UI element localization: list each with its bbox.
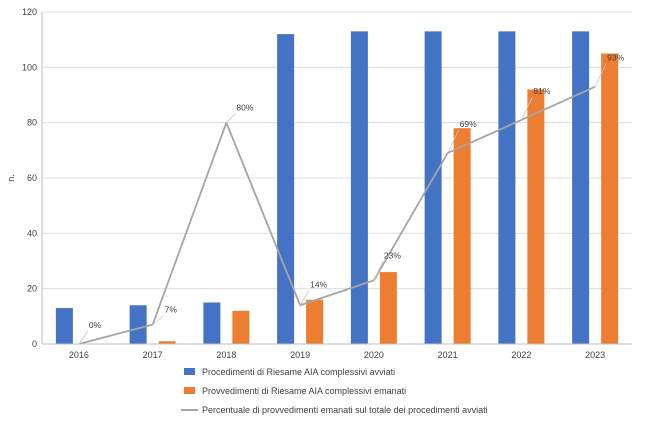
y-axis-title: n. — [6, 174, 16, 182]
x-tick-label: 2017 — [143, 350, 163, 360]
bar-avviati — [277, 34, 295, 345]
y-tick-label: 100 — [22, 62, 37, 72]
bar-avviati — [572, 31, 590, 344]
leader-line — [226, 113, 236, 123]
y-tick-label: 40 — [27, 228, 37, 238]
bar-emanati — [453, 128, 471, 344]
bar-emanati — [379, 272, 397, 344]
leader-line — [299, 290, 310, 306]
leader-line — [78, 330, 89, 345]
bar-emanati — [306, 299, 324, 344]
x-tick-label: 2018 — [216, 350, 236, 360]
x-tick-label: 2023 — [585, 350, 605, 360]
data-label: 0% — [89, 320, 102, 330]
line-layer: 0% 7% 80% 14% 23% 69% 81% 93% — [78, 53, 625, 345]
leader-line — [373, 261, 384, 281]
legend-swatch — [184, 387, 195, 394]
y-tick-label: 80 — [27, 118, 37, 128]
data-label: 81% — [533, 86, 550, 96]
y-tick-label: 60 — [27, 173, 37, 183]
leader-line — [447, 129, 459, 154]
x-tick-label: 2022 — [511, 350, 531, 360]
percent-line — [78, 85, 596, 345]
leader-line — [594, 63, 607, 87]
bar-emanati — [232, 310, 250, 344]
bar-avviati — [129, 305, 147, 344]
x-tick-label: 2020 — [364, 350, 384, 360]
data-label: 7% — [165, 305, 178, 315]
data-label: 23% — [384, 250, 401, 260]
legend-label: Provvedimenti di Riesame AIA complessivi… — [202, 386, 406, 396]
data-label: 69% — [460, 119, 477, 129]
y-tick-label: 20 — [27, 284, 37, 294]
bar-emanati — [158, 341, 176, 344]
bar-emanati — [527, 89, 545, 344]
legend: Procedimenti di Riesame AIA complessivi … — [181, 367, 488, 415]
bar-avviati — [350, 31, 368, 344]
x-tick-label: 2021 — [438, 350, 458, 360]
x-tick-label: 2019 — [290, 350, 310, 360]
bar-avviati — [498, 31, 516, 344]
bars — [55, 31, 619, 345]
x-tick-label: 2016 — [69, 350, 89, 360]
legend-label: Percentuale di provvedimenti emanati sul… — [202, 405, 488, 415]
leader-line — [152, 315, 164, 325]
data-label: 93% — [607, 53, 624, 63]
leader-line — [521, 96, 533, 121]
y-tick-label: 0 — [32, 339, 37, 349]
data-label: 80% — [236, 103, 253, 113]
legend-swatch — [184, 368, 195, 375]
y-tick-label: 120 — [22, 7, 37, 17]
bar-avviati — [203, 302, 221, 344]
axes: 0 20 40 60 80 100 120 2016 2017 2018 2019 2020 2021 2… — [22, 7, 632, 360]
bar-avviati — [424, 31, 442, 344]
bar-avviati — [55, 308, 73, 344]
bar-emanati — [601, 53, 619, 344]
data-label: 14% — [310, 279, 327, 289]
legend-label: Procedimenti di Riesame AIA complessivi … — [202, 367, 395, 377]
